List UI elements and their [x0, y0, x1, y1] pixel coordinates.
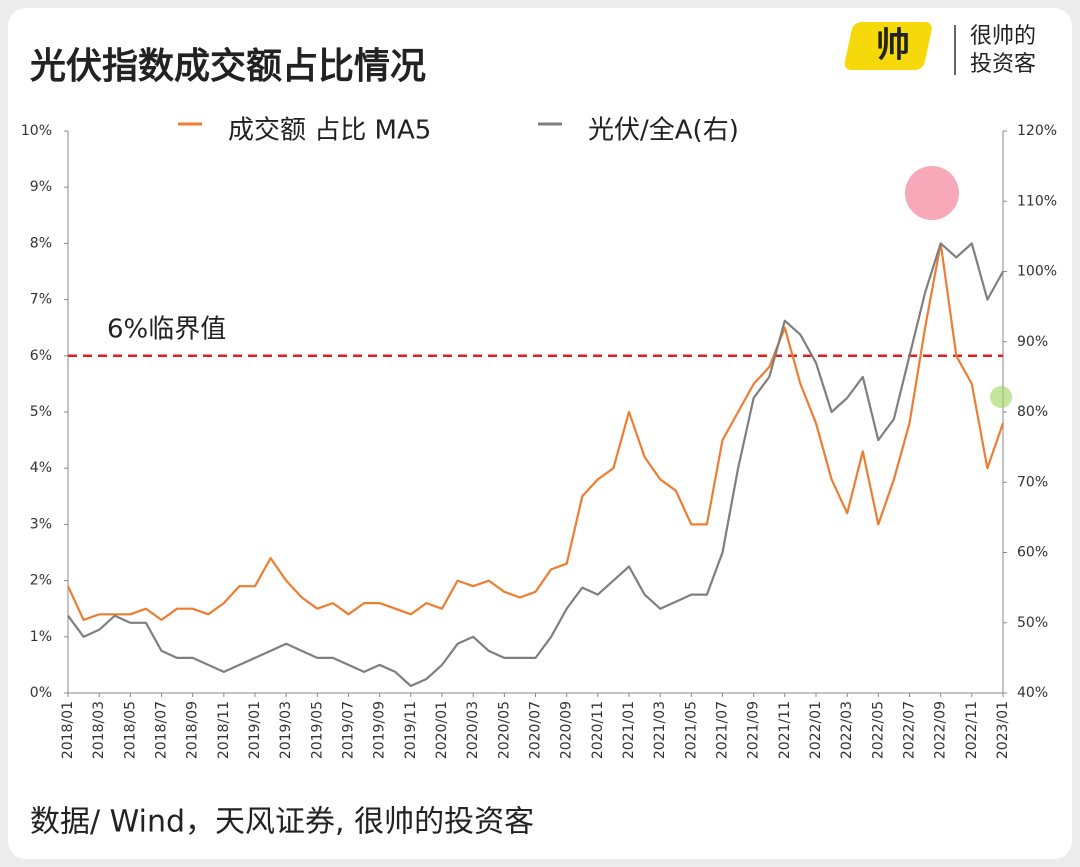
source: 数据/ Wind，天风证券, 很帅的投资客: [30, 805, 534, 840]
x-tick-label: 2022/01: [808, 701, 824, 759]
x-tick-label: 2021/07: [715, 701, 731, 759]
x-tick-label: 2020/09: [559, 701, 575, 759]
y2-tick-label: 120%: [1017, 123, 1057, 139]
legend-label: 成交额 占比 MA5: [228, 116, 431, 146]
x-tick-label: 2022/05: [870, 701, 886, 759]
x-tick-label: 2023/01: [995, 701, 1011, 759]
chart-title: 光伏指数成交额占比情况: [30, 45, 426, 87]
x-tick-label: 2019/05: [309, 701, 325, 759]
x-tick-label: 2021/09: [746, 701, 762, 759]
x-tick-label: 2019/11: [403, 701, 419, 759]
x-tick-label: 2020/01: [434, 701, 450, 759]
y-tick-label: 1%: [30, 629, 52, 645]
y2-tick-label: 110%: [1017, 193, 1057, 209]
x-tick-label: 2020/03: [465, 701, 481, 759]
brand-line1: 很帅的: [970, 24, 1036, 49]
x-tick-label: 2018/09: [185, 701, 201, 759]
y2-tick-label: 90%: [1017, 334, 1048, 350]
card: [8, 8, 1072, 859]
x-tick-label: 2019/07: [341, 701, 357, 759]
x-tick-label: 2019/03: [278, 701, 294, 759]
brand-logo: 帅: [876, 26, 910, 66]
x-tick-label: 2021/11: [777, 701, 793, 759]
y2-tick-label: 50%: [1017, 615, 1048, 631]
x-tick-label: 2019/09: [372, 701, 388, 759]
y2-tick-label: 40%: [1017, 685, 1048, 701]
plot: 0% 1% 2% 3% 4% 5% 6% 7% 8% 9% 10% 40% 50% 60% 70% 80% 90…: [21, 116, 1057, 760]
y2-tick-label: 80%: [1017, 404, 1048, 420]
y-tick-label: 3%: [30, 516, 52, 532]
threshold-label: 6%临界值: [107, 314, 226, 344]
y2-tick-label: 60%: [1017, 545, 1048, 561]
y-tick-label: 9%: [30, 179, 52, 195]
y-tick-label: 8%: [30, 235, 52, 251]
x-tick-label: 2021/03: [652, 701, 668, 759]
y2-tick-label: 100%: [1017, 264, 1057, 280]
y2-tick-label: 70%: [1017, 474, 1048, 490]
x-tick-label: 2022/11: [964, 701, 980, 759]
brand-line2: 投资客: [970, 52, 1036, 77]
x-tick-label: 2020/11: [590, 701, 606, 759]
x-tick-label: 2018/07: [154, 701, 170, 759]
x-tick-label: 2022/07: [902, 701, 918, 759]
x-tick-label: 2021/05: [683, 701, 699, 759]
y-tick-label: 0%: [30, 685, 52, 701]
series-line: [67, 242, 1005, 621]
series-line: [67, 242, 1004, 688]
x-tick-label: 2018/11: [216, 701, 232, 759]
highlight-peak: [905, 166, 959, 220]
legend-label: 光伏/全A(右): [588, 116, 739, 146]
x-tick-label: 2019/01: [247, 701, 263, 759]
highlight-latest: [990, 386, 1012, 408]
x-tick-label: 2018/03: [91, 701, 107, 759]
x-tick-label: 2020/07: [528, 701, 544, 759]
x-tick-label: 2018/01: [60, 701, 76, 759]
x-tick-label: 2018/05: [122, 701, 138, 759]
y-tick-label: 10%: [21, 123, 52, 139]
y-tick-label: 6%: [30, 348, 52, 364]
x-tick-label: 2020/05: [496, 701, 512, 759]
x-tick-label: 2022/09: [933, 701, 949, 759]
y-tick-label: 5%: [30, 404, 52, 420]
brand-logo-bg: [844, 22, 932, 70]
y-tick-label: 7%: [30, 292, 52, 308]
x-tick-label: 2021/01: [621, 701, 637, 759]
y-tick-label: 2%: [30, 573, 52, 589]
x-tick-label: 2022/03: [839, 701, 855, 759]
y-tick-label: 4%: [30, 460, 52, 476]
